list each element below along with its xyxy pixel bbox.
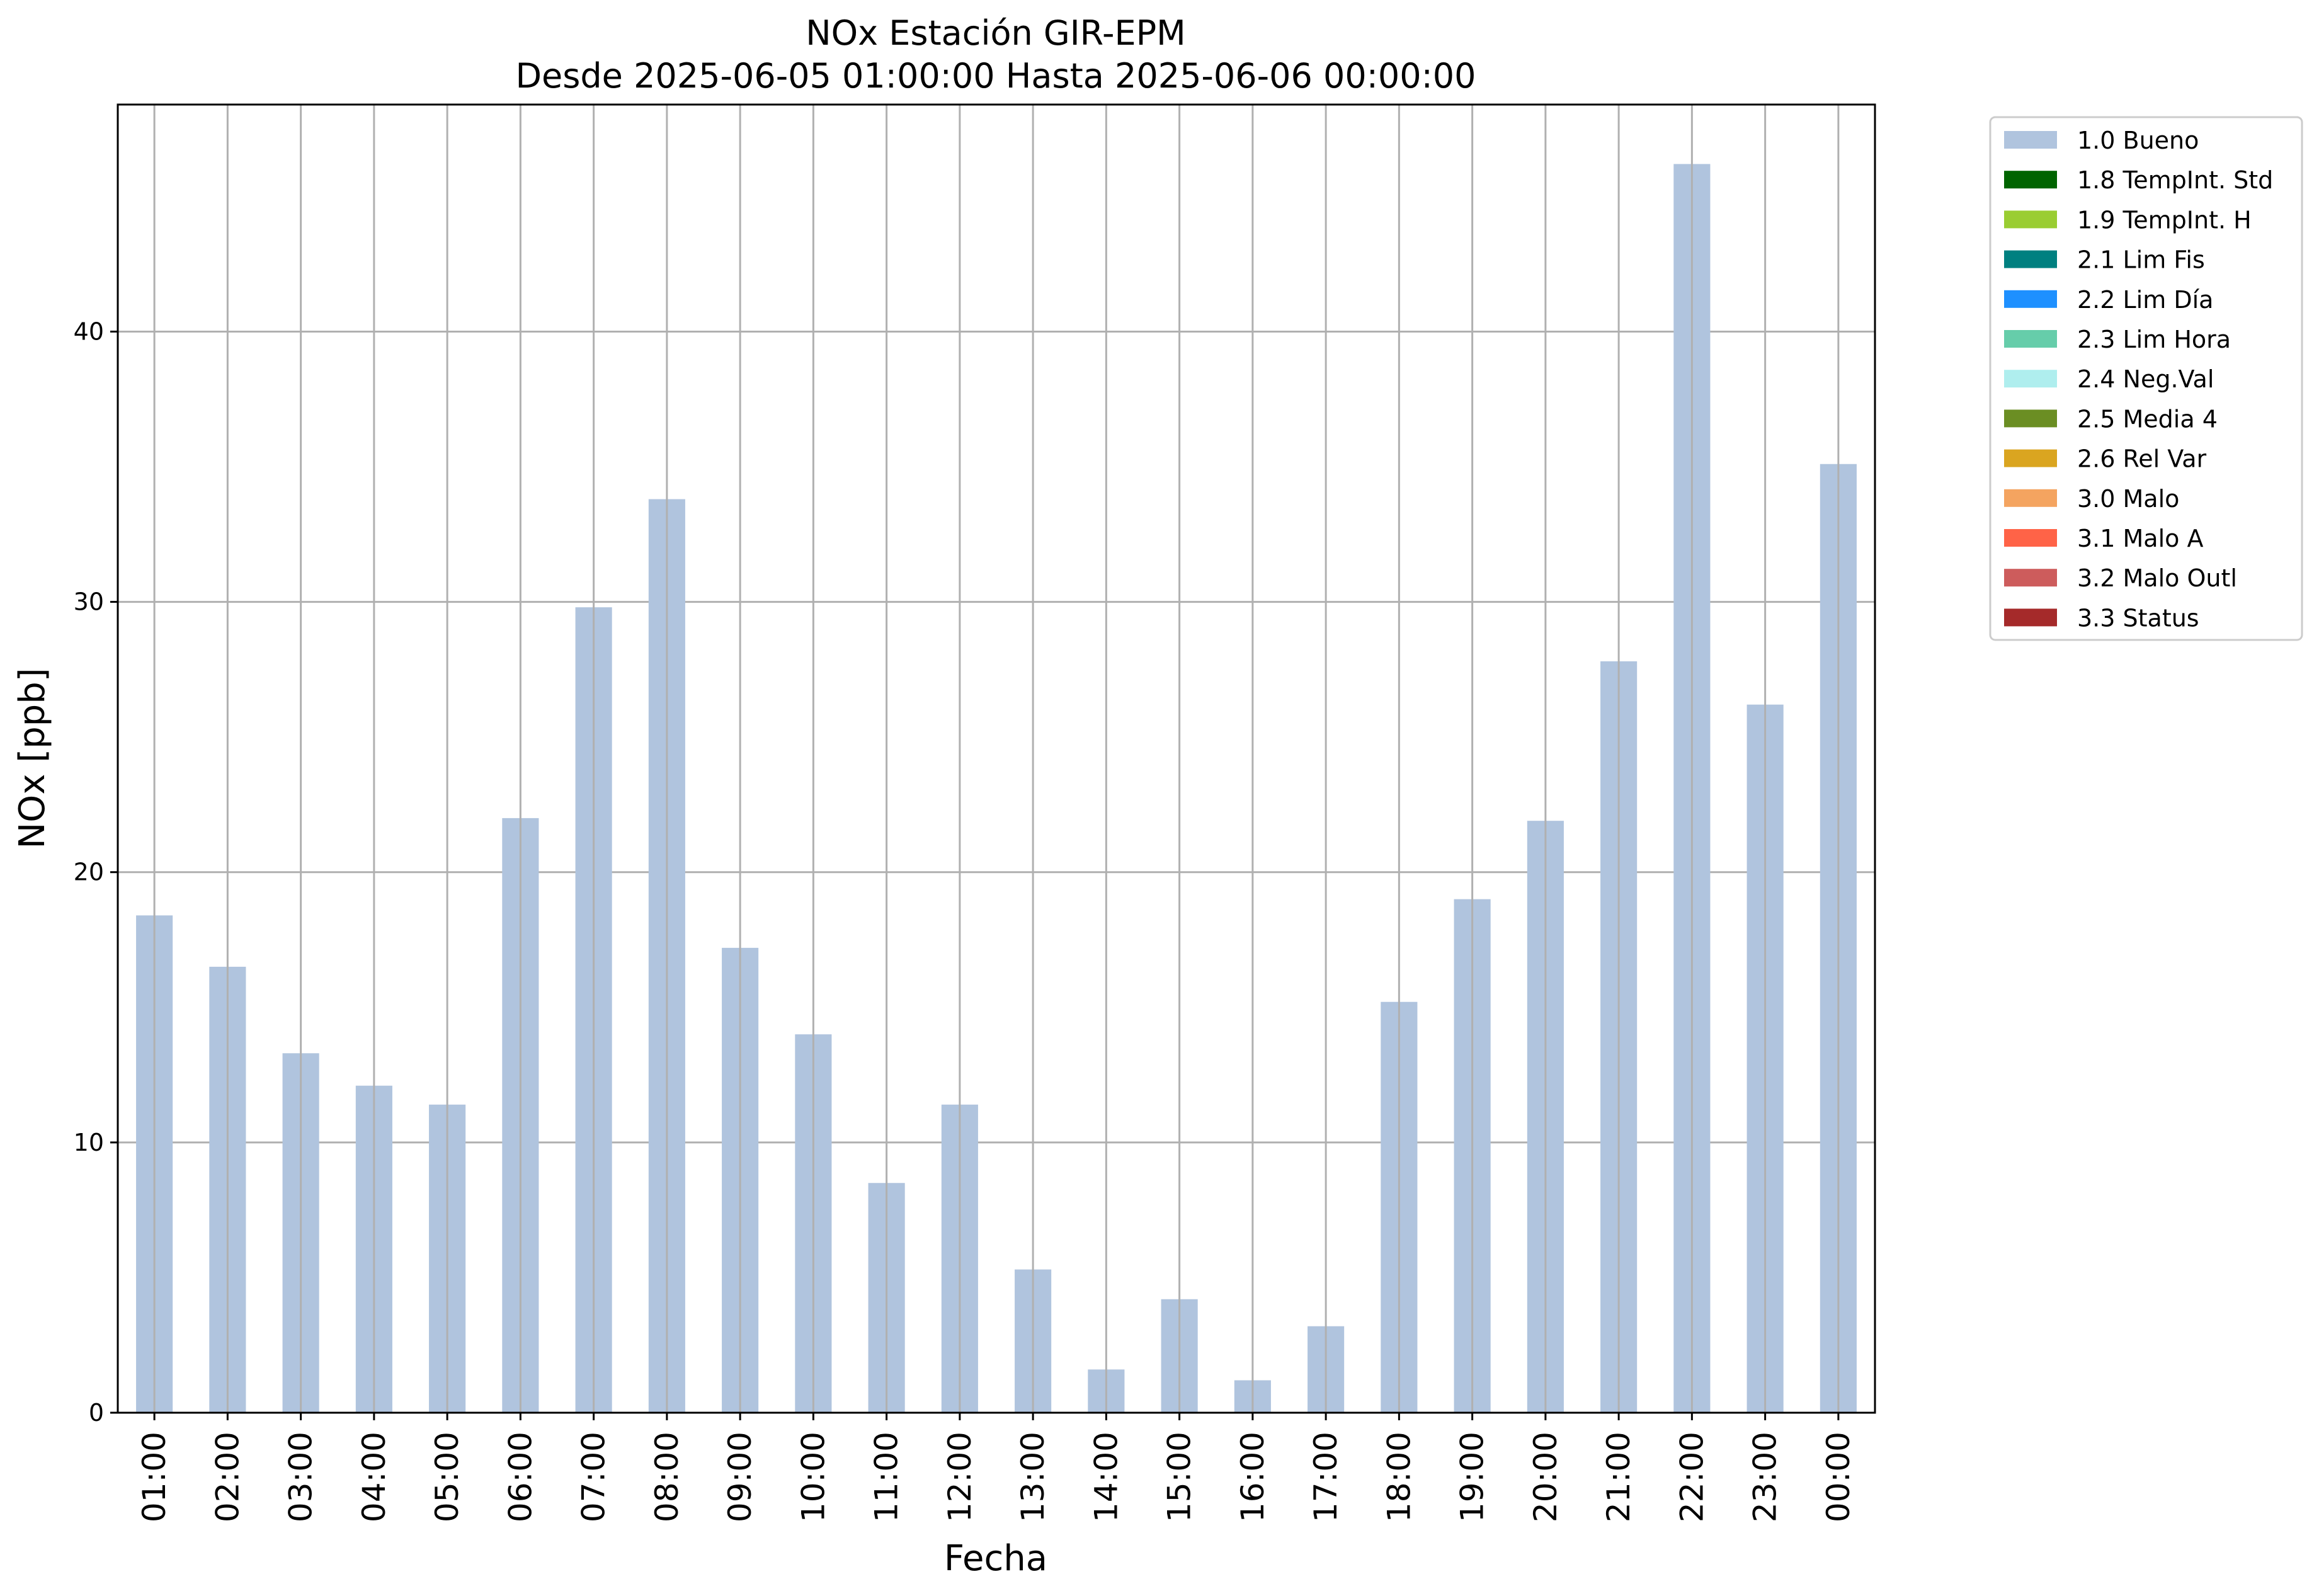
legend-swatch	[2004, 569, 2057, 587]
legend-label: 3.1 Malo A	[2077, 525, 2203, 552]
x-axis-ticks: 01:00 02:00 03:00 04:00 05:00 06:00 07:00 08:00…	[136, 1413, 1857, 1522]
plot-frame	[117, 103, 1876, 1414]
x-axis-label: Fecha	[944, 1538, 1047, 1579]
legend-label: 2.1 Lim Fis	[2077, 246, 2205, 274]
x-tick-label: 20:00	[1527, 1432, 1564, 1522]
x-tick-label: 06:00	[502, 1432, 538, 1522]
legend-swatch	[2004, 210, 2057, 229]
legend-swatch	[2004, 409, 2057, 428]
x-tick-label: 22:00	[1673, 1432, 1710, 1522]
y-tick-label: 0	[89, 1399, 104, 1427]
legend-label: 2.2 Lim Día	[2077, 286, 2213, 314]
y-axis-label: NOx [ppb]	[12, 668, 53, 848]
legend-swatch	[2004, 608, 2057, 627]
legend-label: 3.2 Malo Outl	[2077, 564, 2237, 592]
x-tick-label: 15:00	[1161, 1432, 1198, 1522]
legend-swatch	[2004, 131, 2057, 149]
x-tick-label: 17:00	[1308, 1432, 1344, 1522]
legend-swatch	[2004, 290, 2057, 308]
legend-label: 2.5 Media 4	[2077, 405, 2218, 433]
x-tick-label: 16:00	[1234, 1432, 1271, 1522]
x-tick-label: 21:00	[1600, 1432, 1637, 1522]
x-tick-label: 04:00	[356, 1432, 392, 1522]
legend-label: 3.3 Status	[2077, 604, 2199, 632]
x-tick-label: 14:00	[1088, 1432, 1124, 1522]
legend-swatch	[2004, 171, 2057, 189]
bars	[136, 164, 1857, 1413]
legend-frame	[1989, 116, 2303, 641]
x-tick-label: 02:00	[209, 1432, 246, 1522]
x-tick-label: 13:00	[1015, 1432, 1051, 1522]
legend: 1.0 Bueno 1.8 TempInt. Std 1.9 TempInt. H 2…	[1989, 116, 2303, 641]
x-tick-label: 10:00	[795, 1432, 831, 1522]
x-tick-label: 03:00	[283, 1432, 319, 1522]
chart-title: NOx Estación GIR-EPM	[806, 13, 1186, 53]
x-tick-label: 18:00	[1381, 1432, 1417, 1522]
legend-swatch	[2004, 370, 2057, 388]
legend-label: 1.0 Bueno	[2077, 127, 2199, 154]
legend-swatch	[2004, 330, 2057, 348]
y-axis-ticks: 0 10 20 30 40	[74, 317, 118, 1427]
chart-subtitle: Desde 2025-06-05 01:00:00 Hasta 2025-06-…	[515, 56, 1476, 96]
y-tick-label: 20	[74, 858, 104, 886]
legend-swatch	[2004, 529, 2057, 547]
legend-label: 3.0 Malo	[2077, 485, 2179, 513]
legend-label: 1.9 TempInt. H	[2077, 206, 2252, 234]
legend-swatch	[2004, 489, 2057, 507]
x-tick-label: 08:00	[649, 1432, 685, 1522]
legend-label: 1.8 TempInt. Std	[2077, 166, 2273, 194]
x-tick-label: 07:00	[576, 1432, 612, 1522]
y-tick-label: 10	[74, 1129, 104, 1156]
legend-swatch	[2004, 250, 2057, 268]
legend-label: 2.4 Neg.Val	[2077, 365, 2214, 393]
vertical-grid-lines	[153, 105, 1840, 1413]
x-tick-label: 12:00	[942, 1432, 978, 1522]
x-tick-label: 01:00	[136, 1432, 173, 1522]
y-tick-label: 30	[74, 588, 104, 616]
x-tick-label: 23:00	[1747, 1432, 1784, 1522]
x-tick-label: 11:00	[869, 1432, 905, 1522]
x-tick-label: 05:00	[429, 1432, 465, 1522]
legend-swatch	[2004, 449, 2057, 467]
y-tick-label: 40	[74, 317, 104, 345]
x-tick-label: 09:00	[722, 1432, 758, 1522]
legend-label: 2.3 Lim Hora	[2077, 326, 2231, 353]
legend-label: 2.6 Rel Var	[2077, 445, 2207, 473]
x-tick-label: 19:00	[1454, 1432, 1491, 1522]
x-tick-label: 00:00	[1820, 1432, 1857, 1522]
